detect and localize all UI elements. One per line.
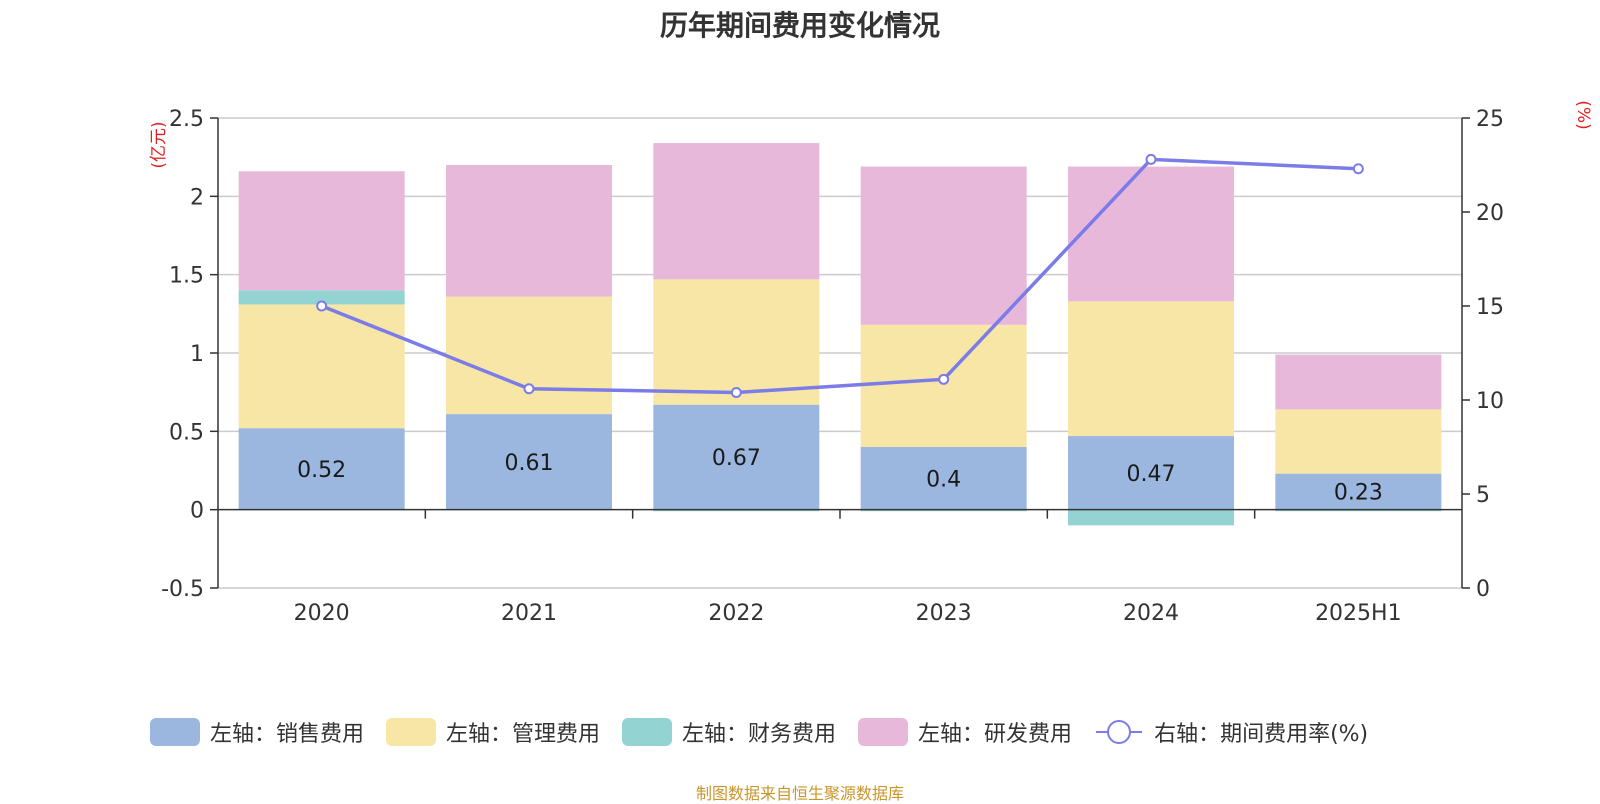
sales-data-label: 0.4 xyxy=(926,467,961,492)
legend-label: 左轴：研发费用 xyxy=(918,722,1073,747)
left-tick-label: 0.5 xyxy=(169,420,204,445)
legend-swatch xyxy=(622,718,673,746)
bar-rnd xyxy=(446,165,612,297)
bar-finance xyxy=(1068,509,1234,526)
bar-sales xyxy=(1275,473,1442,510)
legend-label: 左轴：财务费用 xyxy=(682,722,837,747)
left-tick-label: 2 xyxy=(190,185,204,210)
legend-item-rnd[interactable]: 左轴：研发费用 xyxy=(858,716,1072,748)
x-tick-label: 2021 xyxy=(501,601,557,626)
right-tick-label: 25 xyxy=(1476,107,1504,132)
rate-point xyxy=(523,383,535,395)
sales-data-label: 0.47 xyxy=(1127,462,1176,487)
source-note: 制图数据来自恒生聚源数据库 xyxy=(695,784,904,803)
rate-point xyxy=(730,386,742,398)
bar-rnd xyxy=(1068,166,1234,302)
x-tick-label: 2025H1 xyxy=(1315,601,1402,626)
rate-line xyxy=(316,153,1364,398)
bar-admin xyxy=(446,296,612,415)
legend-swatch xyxy=(150,718,200,746)
left-tick-label: 2.5 xyxy=(169,107,204,132)
bar-admin xyxy=(1275,409,1442,474)
left-tick-label: 0 xyxy=(190,499,204,524)
left-tick-label: 1.5 xyxy=(169,264,204,289)
legend: 左轴：销售费用 左轴：管理费用 左轴：财务费用 左轴：研发费用 右轴：期间费用率(%) xyxy=(150,716,1390,748)
legend-item-finance[interactable]: 左轴：财务费用 xyxy=(622,716,836,748)
bar-sales xyxy=(446,414,612,510)
rate-line-path xyxy=(321,157,1359,395)
bar-sales xyxy=(653,404,820,510)
bar-rnd xyxy=(653,143,820,280)
grid-lines xyxy=(218,117,1462,589)
rate-point xyxy=(938,373,950,385)
legend-item-sales[interactable]: 左轴：销售费用 xyxy=(150,716,364,748)
right-axis-unit: (%) xyxy=(1573,100,1593,129)
bar-admin xyxy=(860,324,1027,447)
left-tick-label: -0.5 xyxy=(161,577,204,602)
sales-data-label: 0.67 xyxy=(712,446,761,471)
rate-point xyxy=(316,300,328,312)
axes: -0.5 0 0.5 1 1.5 2 2.5 0 5 10 15 20 25 2020 2021 2022 20… xyxy=(161,107,1504,626)
right-tick-label: 10 xyxy=(1476,389,1504,414)
chart-title: 历年期间费用变化情况 xyxy=(659,9,940,42)
sales-data-label: 0.23 xyxy=(1334,481,1383,506)
data-labels: 0.52 0.61 0.67 0.4 0.47 0.23 xyxy=(297,446,1383,505)
bar-finance xyxy=(1275,509,1442,512)
left-axis-unit: (亿元) xyxy=(149,121,169,168)
sales-data-label: 0.52 xyxy=(297,458,346,483)
x-tick-label: 2020 xyxy=(294,601,350,626)
legend-label: 右轴：期间费用率(%) xyxy=(1154,722,1369,747)
bar-sales xyxy=(860,447,1027,510)
bar-sales xyxy=(1068,436,1234,510)
right-tick-label: 0 xyxy=(1476,577,1490,602)
bar-admin xyxy=(653,279,820,405)
bar-sales xyxy=(238,428,405,510)
rate-point xyxy=(1352,163,1364,175)
bar-stacks xyxy=(238,143,1442,526)
legend-item-rate[interactable]: 右轴：期间费用率(%) xyxy=(1094,716,1368,748)
x-tick-label: 2024 xyxy=(1123,601,1179,626)
right-tick-label: 5 xyxy=(1476,483,1490,508)
x-tick-label: 2023 xyxy=(916,601,972,626)
bar-rnd xyxy=(1275,354,1442,410)
right-tick-label: 20 xyxy=(1476,201,1504,226)
legend-item-admin[interactable]: 左轴：管理费用 xyxy=(386,716,600,748)
bar-rnd xyxy=(238,171,405,291)
x-tick-label: 2022 xyxy=(708,601,764,626)
right-tick-label: 15 xyxy=(1476,295,1504,320)
bar-finance xyxy=(653,509,820,512)
bar-finance xyxy=(238,290,405,305)
legend-swatch xyxy=(386,718,437,746)
bar-finance xyxy=(860,509,1027,512)
legend-line-marker xyxy=(1096,720,1143,744)
legend-swatch xyxy=(858,718,909,746)
bar-admin xyxy=(238,304,405,429)
rate-point xyxy=(1145,153,1157,165)
legend-label: 左轴：管理费用 xyxy=(446,722,601,747)
legend-label: 左轴：销售费用 xyxy=(210,722,365,747)
left-tick-label: 1 xyxy=(190,342,204,367)
sales-data-label: 0.61 xyxy=(505,451,554,476)
bar-rnd xyxy=(860,166,1027,325)
bar-admin xyxy=(1068,301,1234,437)
